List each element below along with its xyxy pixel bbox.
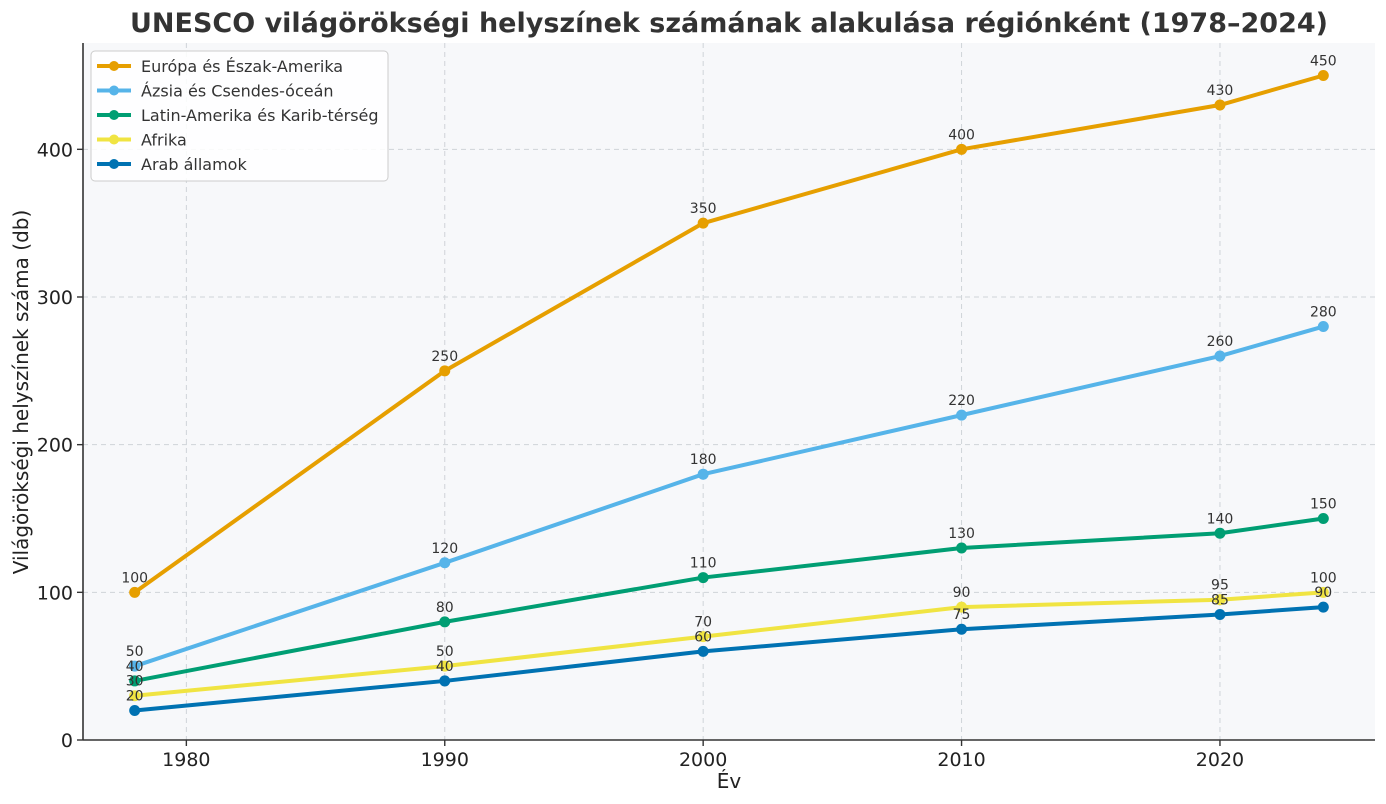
data-label: 110 bbox=[690, 556, 717, 572]
series-line bbox=[132, 73, 1326, 595]
x-tick-label: 2010 bbox=[937, 749, 985, 771]
data-point bbox=[1317, 69, 1329, 81]
data-point bbox=[697, 631, 709, 643]
data-point bbox=[129, 690, 141, 702]
ticks: 1980 1990 2000 2010 2020 0 100 200 300 400 bbox=[37, 139, 1244, 771]
legend-marker bbox=[109, 110, 119, 120]
x-tick-label: 2000 bbox=[679, 749, 727, 771]
data-label: 60 bbox=[694, 629, 712, 645]
data-point bbox=[1317, 586, 1329, 598]
data-label: 20 bbox=[126, 688, 144, 704]
legend-label: Latin-Amerika és Karib-térség bbox=[141, 106, 379, 125]
data-point bbox=[129, 675, 141, 687]
data-point bbox=[1214, 594, 1226, 606]
legend-label: Ázsia és Csendes-óceán bbox=[141, 82, 334, 101]
data-point bbox=[439, 660, 451, 672]
data-point bbox=[956, 623, 968, 635]
data-label: 280 bbox=[1310, 305, 1337, 321]
data-point bbox=[697, 468, 709, 480]
data-label: 85 bbox=[1211, 592, 1229, 608]
chart-title: UNESCO világörökségi helyszínek számának… bbox=[130, 8, 1328, 39]
data-label: 75 bbox=[953, 607, 971, 623]
data-point bbox=[129, 586, 141, 598]
data-label: 40 bbox=[436, 659, 454, 675]
legend-marker bbox=[109, 134, 119, 145]
data-point bbox=[439, 616, 451, 628]
series-line bbox=[132, 516, 1326, 683]
data-point bbox=[956, 409, 968, 421]
data-point bbox=[697, 572, 709, 584]
legend-label: Európa és Észak-Amerika bbox=[141, 57, 343, 76]
data-label: 120 bbox=[431, 541, 458, 557]
data-label: 100 bbox=[121, 570, 148, 586]
data-point bbox=[439, 557, 451, 569]
x-tick-label: 1990 bbox=[421, 749, 469, 771]
data-label: 180 bbox=[690, 452, 717, 468]
y-tick-label: 300 bbox=[37, 287, 73, 309]
data-point bbox=[1317, 512, 1329, 524]
data-label: 140 bbox=[1207, 511, 1234, 527]
y-tick-label: 400 bbox=[37, 139, 73, 161]
data-point bbox=[1214, 350, 1226, 362]
data-label: 430 bbox=[1207, 83, 1234, 99]
series-group bbox=[129, 69, 1329, 716]
data-label: 150 bbox=[1310, 496, 1337, 512]
y-tick-label: 100 bbox=[37, 582, 73, 604]
data-point bbox=[1317, 601, 1329, 613]
data-point bbox=[1317, 321, 1329, 333]
series-line bbox=[132, 590, 1326, 698]
data-label: 90 bbox=[953, 585, 971, 601]
legend: Európa és Észak-Amerika Ázsia és Csendes-… bbox=[90, 50, 389, 182]
data-label: 40 bbox=[126, 659, 144, 675]
data-label: 50 bbox=[126, 644, 144, 660]
y-tick-label: 0 bbox=[61, 730, 73, 752]
data-label: 100 bbox=[1310, 570, 1337, 586]
legend-box bbox=[90, 50, 389, 182]
x-axis-label: Év bbox=[717, 769, 742, 793]
x-tick-label: 2020 bbox=[1196, 749, 1244, 771]
data-point bbox=[129, 704, 141, 716]
y-tick-label: 200 bbox=[37, 435, 73, 457]
data-point bbox=[956, 542, 968, 554]
data-label: 250 bbox=[431, 349, 458, 365]
data-label: 130 bbox=[948, 526, 975, 542]
data-label: 50 bbox=[436, 644, 454, 660]
data-label: 80 bbox=[436, 600, 454, 616]
data-label: 70 bbox=[694, 615, 712, 631]
data-point bbox=[697, 645, 709, 657]
legend-marker bbox=[109, 159, 119, 169]
data-label: 400 bbox=[948, 127, 975, 143]
data-label: 90 bbox=[1314, 585, 1332, 601]
data-point bbox=[956, 143, 968, 155]
legend-marker bbox=[109, 85, 119, 96]
data-point bbox=[956, 601, 968, 613]
legend-label: Afrika bbox=[141, 131, 187, 150]
data-label: 95 bbox=[1211, 578, 1229, 594]
data-label: 220 bbox=[948, 393, 975, 409]
data-point bbox=[129, 660, 141, 672]
axes bbox=[82, 43, 1375, 741]
data-point bbox=[1214, 527, 1226, 539]
data-label: 350 bbox=[690, 201, 717, 217]
series-line bbox=[132, 605, 1326, 713]
data-labels: 100 250 350 400 430 450 50 120 180 220 260 280 40 80 1… bbox=[121, 53, 1336, 704]
legend-label: Arab államok bbox=[141, 155, 247, 174]
data-point bbox=[439, 675, 451, 687]
data-point bbox=[697, 217, 709, 229]
data-point bbox=[439, 365, 451, 377]
series-line bbox=[132, 324, 1326, 669]
data-label: 30 bbox=[126, 674, 144, 690]
legend-marker bbox=[109, 61, 119, 71]
data-label: 450 bbox=[1310, 53, 1337, 69]
y-axis-label: Világörökségi helyszínek száma (db) bbox=[9, 210, 33, 575]
x-tick-label: 1980 bbox=[162, 749, 210, 771]
data-point bbox=[1214, 99, 1226, 111]
data-label: 260 bbox=[1207, 334, 1234, 350]
data-point bbox=[1214, 608, 1226, 620]
